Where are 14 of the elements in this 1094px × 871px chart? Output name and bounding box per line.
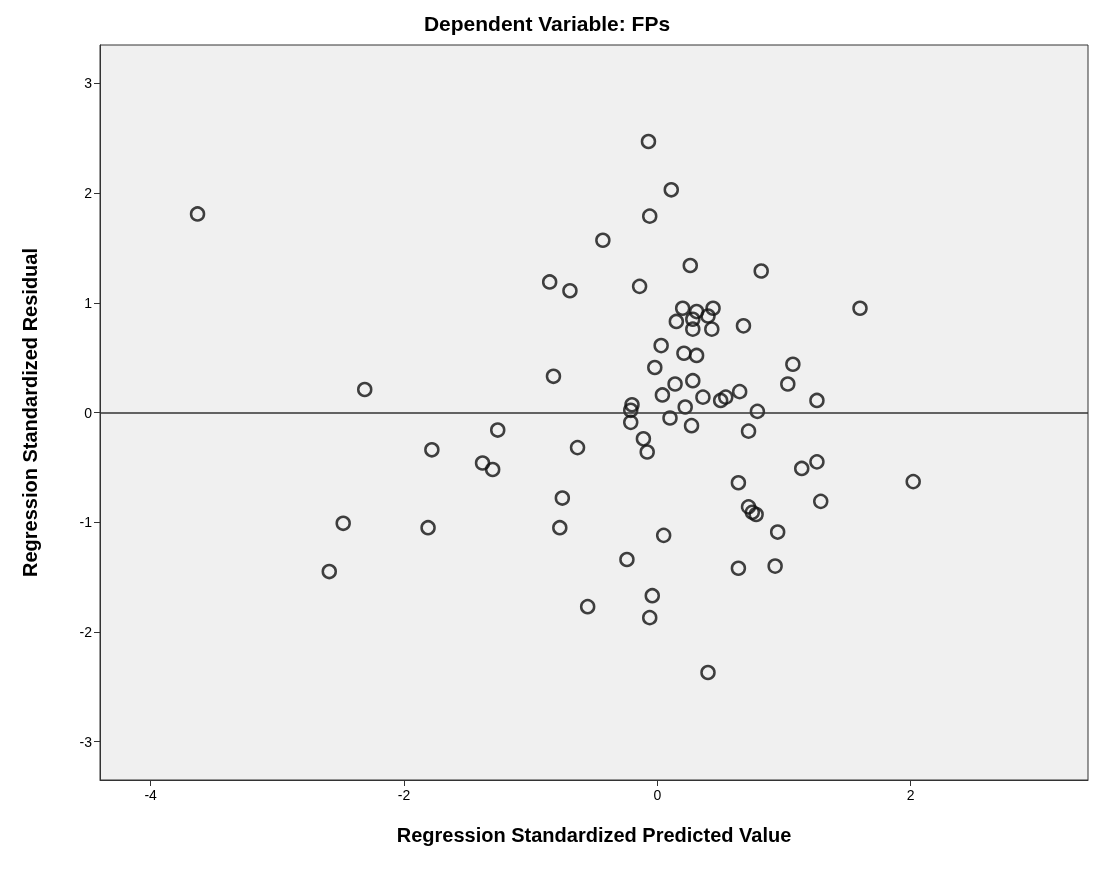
y-tick-label: 1 xyxy=(84,294,93,311)
y-tick-label: 3 xyxy=(84,75,93,92)
y-tick-label: 2 xyxy=(84,185,93,202)
y-tick-label: -1 xyxy=(79,514,93,531)
x-tick-label: 2 xyxy=(906,787,915,803)
y-tick-label: 0 xyxy=(84,404,93,421)
x-axis-title: Regression Standardized Predicted Value xyxy=(396,824,792,846)
y-tick-label: -2 xyxy=(79,623,93,640)
chart-title: Dependent Variable: FPs xyxy=(423,12,671,35)
y-tick-label: -3 xyxy=(79,733,93,750)
y-axis-title: Regression Standardized Residual xyxy=(19,248,41,577)
x-tick-label: 0 xyxy=(653,787,662,803)
x-tick-label: -2 xyxy=(397,787,411,803)
x-tick-label: -4 xyxy=(144,787,158,803)
